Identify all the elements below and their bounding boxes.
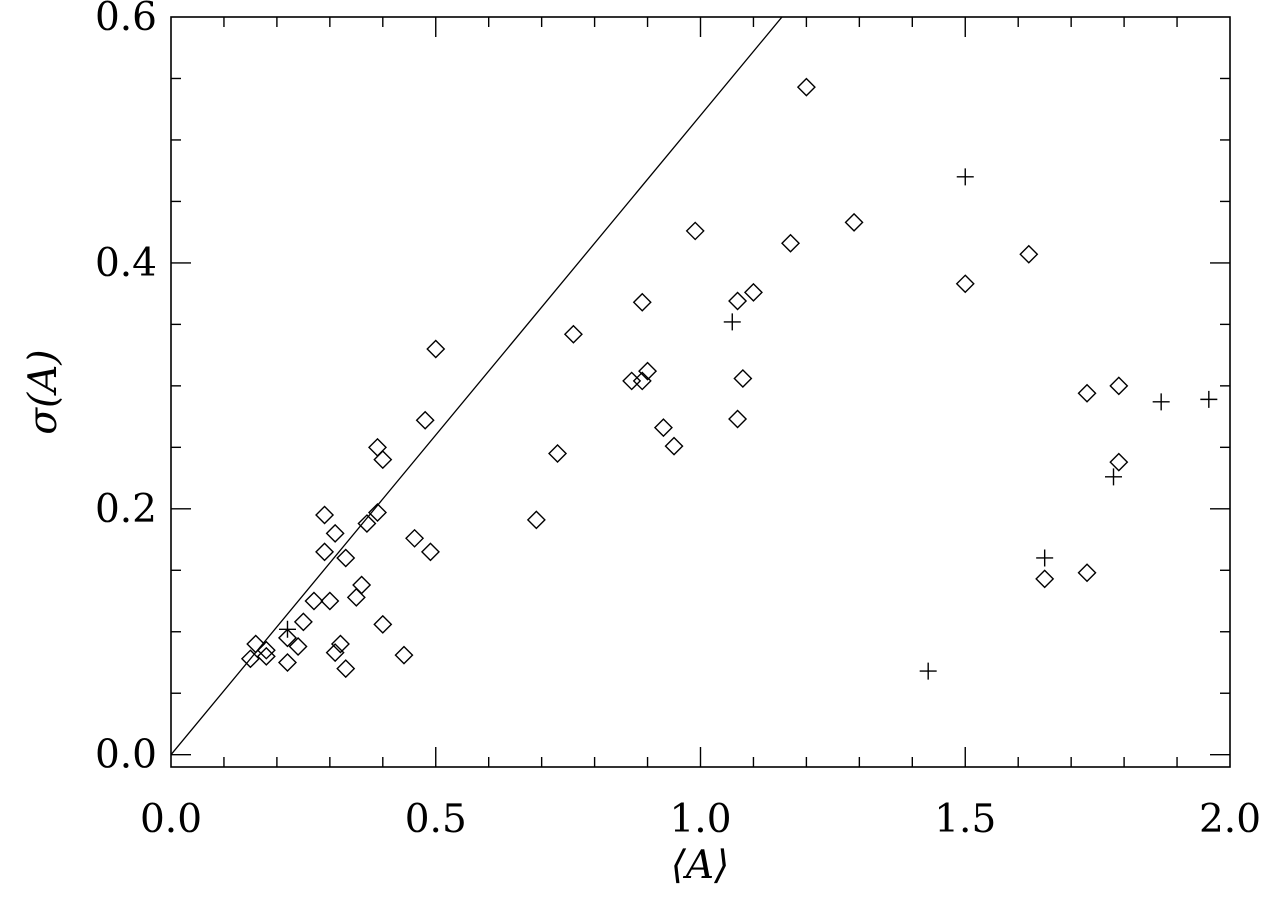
plus-point	[919, 662, 937, 680]
y-tick-label: 0.4	[95, 241, 157, 286]
diamond-point	[796, 77, 816, 97]
reference-line-layer	[171, 17, 783, 756]
y-axis-label: σ(A)	[21, 349, 66, 434]
diamond-point	[1077, 383, 1097, 403]
diamond-point	[405, 528, 425, 548]
diamond-point	[330, 634, 350, 654]
diamond-point	[426, 339, 446, 359]
diamond-point	[728, 291, 748, 311]
diamond-point	[357, 514, 377, 534]
diamond-point	[240, 649, 260, 669]
diamond-point	[352, 575, 372, 595]
diamond-point	[743, 282, 763, 302]
diamond-point	[256, 640, 276, 660]
diamond-point	[1109, 376, 1129, 396]
diamond-point	[346, 587, 366, 607]
diamond-point	[1109, 452, 1129, 472]
diamond-point	[728, 409, 748, 429]
y-tick-label: 0.2	[95, 487, 157, 532]
diamond-point	[632, 292, 652, 312]
diamond-point	[685, 221, 705, 241]
plus-point	[1200, 390, 1218, 408]
diamond-point	[304, 591, 324, 611]
diamond-point	[325, 643, 345, 663]
diamond-point	[632, 371, 652, 391]
plus-point	[1152, 393, 1170, 411]
x-tick-label: 1.0	[669, 797, 731, 842]
axis-ticks	[171, 17, 1230, 767]
diamond-point	[420, 542, 440, 562]
diamond-point	[781, 233, 801, 253]
diamond-point	[256, 646, 276, 666]
plus-point	[723, 313, 741, 331]
y-tick-label: 0.6	[95, 0, 157, 40]
diamond-point	[844, 212, 864, 232]
plus-point	[956, 168, 974, 186]
diamond-point	[653, 418, 673, 438]
diamond-point	[548, 443, 568, 463]
diamond-point	[664, 436, 684, 456]
reference-line	[171, 17, 783, 756]
y-tick-label: 0.0	[95, 733, 157, 778]
x-tick-labels: 0.0 0.5 1.0 1.5 2.0	[140, 797, 1261, 842]
y-tick-labels: 0.0 0.2 0.4 0.6	[95, 0, 157, 778]
diamond-point	[368, 503, 387, 522]
diamond-point	[1019, 244, 1039, 264]
data-points	[240, 77, 1218, 680]
diamond-point	[315, 542, 335, 562]
x-tick-label: 0.5	[405, 797, 467, 842]
diamond-point	[246, 634, 266, 654]
diamond-point	[563, 324, 583, 344]
diamond-point	[1035, 569, 1055, 589]
diamond-point	[278, 628, 297, 648]
diamond-point	[325, 523, 345, 543]
plus-point	[1105, 468, 1123, 486]
diamond-point	[336, 548, 356, 568]
diamond-point	[955, 274, 975, 294]
diamond-point	[320, 591, 340, 611]
diamond-point	[315, 505, 335, 525]
diamond-point	[288, 637, 308, 656]
diamond-point	[622, 371, 642, 391]
plus-point	[1036, 549, 1054, 567]
x-tick-label: 1.5	[934, 797, 996, 842]
diamond-point	[394, 645, 414, 665]
x-tick-label: 2.0	[1199, 797, 1261, 842]
diamond-point	[415, 410, 435, 430]
diamond-point	[733, 368, 753, 388]
x-tick-label: 0.0	[140, 797, 202, 842]
plot-frame	[170, 16, 1231, 768]
diamond-point	[373, 450, 393, 470]
x-axis-label: ⟨A⟩	[671, 843, 730, 888]
diamond-point	[638, 361, 658, 381]
diamond-point	[336, 659, 356, 679]
diamond-point	[526, 510, 546, 530]
diamond-point	[1077, 563, 1097, 583]
diamond-point	[373, 614, 393, 634]
diamond-point	[293, 612, 313, 632]
diamond-point	[368, 437, 387, 457]
plus-point	[278, 620, 296, 638]
diamond-point	[278, 653, 297, 672]
